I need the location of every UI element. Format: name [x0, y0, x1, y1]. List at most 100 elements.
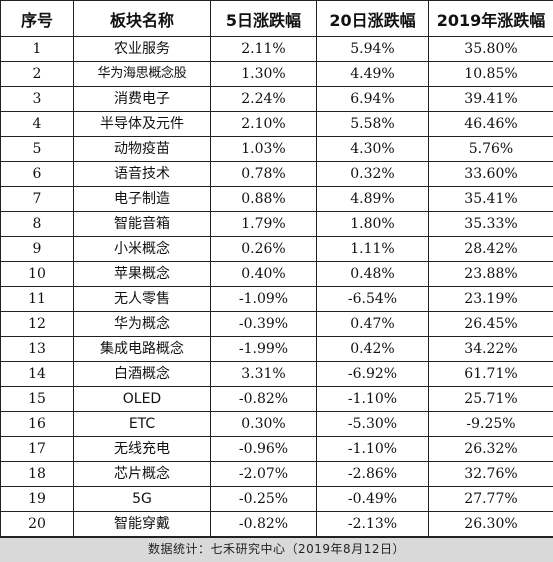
- cell-5day-change: -0.82%: [210, 511, 317, 537]
- cell-sector-name: 消费电子: [73, 86, 211, 112]
- cell-20day-change: 0.47%: [316, 311, 429, 337]
- cell-index: 11: [0, 286, 74, 312]
- cell-5day-change: -0.25%: [210, 486, 317, 512]
- cell-20day-change: -2.13%: [316, 511, 429, 537]
- cell-2019-change: 26.30%: [428, 511, 553, 537]
- header-index: 序号: [0, 0, 74, 37]
- cell-sector-name: 华为概念: [73, 311, 211, 337]
- table-row: 20 智能穿戴 -0.82% -2.13% 26.30%: [0, 511, 553, 537]
- cell-index: 7: [0, 186, 74, 212]
- table-header-row: 序号 板块名称 5日涨跌幅 20日涨跌幅 2019年涨跌幅: [0, 0, 553, 37]
- cell-index: 19: [0, 486, 74, 512]
- cell-sector-name: 苹果概念: [73, 261, 211, 287]
- cell-20day-change: 1.80%: [316, 211, 429, 237]
- cell-2019-change: 35.33%: [428, 211, 553, 237]
- cell-2019-change: 5.76%: [428, 136, 553, 162]
- cell-20day-change: 1.11%: [316, 236, 429, 262]
- cell-20day-change: 0.32%: [316, 161, 429, 187]
- table-row: 4 半导体及元件 2.10% 5.58% 46.46%: [0, 111, 553, 137]
- cell-5day-change: 2.11%: [210, 36, 317, 62]
- cell-sector-name: 无人零售: [73, 286, 211, 312]
- cell-index: 1: [0, 36, 74, 62]
- cell-index: 13: [0, 336, 74, 362]
- table-row: 11 无人零售 -1.09% -6.54% 23.19%: [0, 286, 553, 312]
- cell-2019-change: 35.80%: [428, 36, 553, 62]
- cell-2019-change: 10.85%: [428, 61, 553, 87]
- cell-5day-change: 2.24%: [210, 86, 317, 112]
- cell-sector-name: OLED: [73, 386, 211, 412]
- cell-20day-change: 0.48%: [316, 261, 429, 287]
- cell-sector-name: 小米概念: [73, 236, 211, 262]
- cell-2019-change: 35.41%: [428, 186, 553, 212]
- cell-5day-change: 2.10%: [210, 111, 317, 137]
- cell-index: 17: [0, 436, 74, 462]
- cell-sector-name: 智能音箱: [73, 211, 211, 237]
- cell-20day-change: -6.92%: [316, 361, 429, 387]
- cell-5day-change: -0.82%: [210, 386, 317, 412]
- cell-2019-change: 27.77%: [428, 486, 553, 512]
- cell-20day-change: 4.30%: [316, 136, 429, 162]
- table-row: 16 ETC 0.30% -5.30% -9.25%: [0, 411, 553, 437]
- cell-5day-change: 0.26%: [210, 236, 317, 262]
- cell-sector-name: 华为海思概念股: [73, 61, 211, 87]
- table-row: 19 5G -0.25% -0.49% 27.77%: [0, 486, 553, 512]
- table-row: 18 芯片概念 -2.07% -2.86% 32.76%: [0, 461, 553, 487]
- cell-2019-change: 25.71%: [428, 386, 553, 412]
- cell-sector-name: 农业服务: [73, 36, 211, 62]
- table-row: 15 OLED -0.82% -1.10% 25.71%: [0, 386, 553, 412]
- cell-20day-change: -1.10%: [316, 436, 429, 462]
- cell-5day-change: 1.79%: [210, 211, 317, 237]
- cell-20day-change: 0.42%: [316, 336, 429, 362]
- cell-index: 15: [0, 386, 74, 412]
- table-row: 7 电子制造 0.88% 4.89% 35.41%: [0, 186, 553, 212]
- cell-20day-change: 6.94%: [316, 86, 429, 112]
- cell-5day-change: 1.30%: [210, 61, 317, 87]
- cell-5day-change: -0.39%: [210, 311, 317, 337]
- cell-index: 2: [0, 61, 74, 87]
- cell-2019-change: 23.88%: [428, 261, 553, 287]
- cell-index: 6: [0, 161, 74, 187]
- cell-2019-change: 34.22%: [428, 336, 553, 362]
- cell-sector-name: 5G: [73, 486, 211, 512]
- table-row: 12 华为概念 -0.39% 0.47% 26.45%: [0, 311, 553, 337]
- cell-index: 10: [0, 261, 74, 287]
- cell-20day-change: -0.49%: [316, 486, 429, 512]
- cell-20day-change: 5.58%: [316, 111, 429, 137]
- cell-sector-name: 智能穿戴: [73, 511, 211, 537]
- cell-20day-change: -2.86%: [316, 461, 429, 487]
- cell-sector-name: 语音技术: [73, 161, 211, 187]
- cell-20day-change: -1.10%: [316, 386, 429, 412]
- cell-index: 18: [0, 461, 74, 487]
- table-row: 8 智能音箱 1.79% 1.80% 35.33%: [0, 211, 553, 237]
- cell-2019-change: 61.71%: [428, 361, 553, 387]
- table-row: 14 白酒概念 3.31% -6.92% 61.71%: [0, 361, 553, 387]
- cell-2019-change: 33.60%: [428, 161, 553, 187]
- cell-20day-change: 4.89%: [316, 186, 429, 212]
- cell-5day-change: -2.07%: [210, 461, 317, 487]
- sector-performance-table: 序号 板块名称 5日涨跌幅 20日涨跌幅 2019年涨跌幅 1 农业服务 2.11%…: [0, 0, 553, 537]
- cell-index: 14: [0, 361, 74, 387]
- table-row: 13 集成电路概念 -1.99% 0.42% 34.22%: [0, 336, 553, 362]
- cell-5day-change: 3.31%: [210, 361, 317, 387]
- cell-2019-change: 26.32%: [428, 436, 553, 462]
- cell-index: 16: [0, 411, 74, 437]
- cell-5day-change: -1.09%: [210, 286, 317, 312]
- cell-index: 9: [0, 236, 74, 262]
- table-row: 1 农业服务 2.11% 5.94% 35.80%: [0, 36, 553, 62]
- cell-5day-change: -1.99%: [210, 336, 317, 362]
- table-row: 2 华为海思概念股 1.30% 4.49% 10.85%: [0, 61, 553, 87]
- cell-2019-change: 32.76%: [428, 461, 553, 487]
- cell-5day-change: 0.40%: [210, 261, 317, 287]
- cell-2019-change: 28.42%: [428, 236, 553, 262]
- cell-sector-name: 半导体及元件: [73, 111, 211, 137]
- cell-5day-change: 1.03%: [210, 136, 317, 162]
- cell-index: 8: [0, 211, 74, 237]
- table-row: 3 消费电子 2.24% 6.94% 39.41%: [0, 86, 553, 112]
- header-sector-name: 板块名称: [73, 0, 211, 37]
- cell-2019-change: 46.46%: [428, 111, 553, 137]
- cell-index: 20: [0, 511, 74, 537]
- header-20day-change: 20日涨跌幅: [316, 0, 429, 37]
- cell-index: 5: [0, 136, 74, 162]
- cell-5day-change: 0.30%: [210, 411, 317, 437]
- cell-20day-change: -6.54%: [316, 286, 429, 312]
